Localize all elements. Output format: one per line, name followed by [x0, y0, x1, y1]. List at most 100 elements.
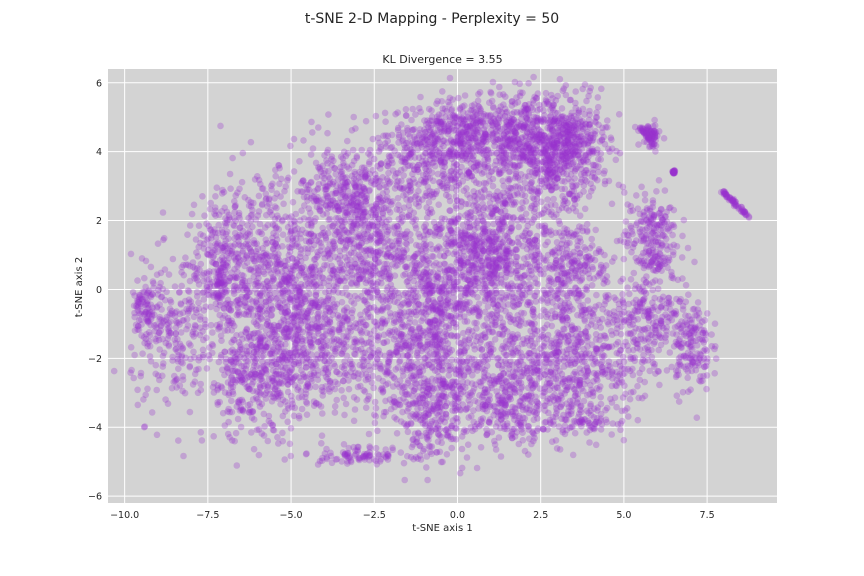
scatter-point — [530, 113, 538, 121]
scatter-point — [495, 144, 503, 152]
scatter-point — [238, 178, 246, 186]
scatter-point — [292, 210, 300, 218]
scatter-point — [329, 267, 337, 274]
scatter-point — [447, 146, 455, 154]
scatter-point — [501, 156, 509, 163]
scatter-point — [406, 271, 414, 279]
scatter-point — [399, 136, 407, 143]
scatter-point — [443, 139, 451, 146]
scatter-point — [270, 427, 278, 434]
scatter-point — [552, 201, 559, 209]
scatter-point — [491, 142, 498, 150]
scatter-point — [589, 184, 597, 192]
scatter-point — [251, 370, 259, 378]
scatter-point — [481, 132, 488, 140]
scatter-point — [481, 129, 489, 136]
scatter-point — [252, 248, 260, 255]
scatter-point — [296, 158, 303, 165]
scatter-point — [470, 113, 477, 120]
scatter-point — [401, 155, 409, 162]
scatter-point — [508, 121, 516, 128]
scatter-point — [460, 137, 468, 145]
scatter-point — [413, 140, 421, 147]
scatter-point — [534, 280, 542, 288]
scatter-point — [520, 147, 527, 155]
scatter-point — [379, 174, 387, 181]
scatter-point — [195, 222, 203, 229]
scatter-point — [570, 150, 577, 158]
scatter-point — [304, 249, 312, 257]
scatter-point — [553, 137, 561, 145]
scatter-point — [243, 326, 250, 334]
scatter-point — [404, 162, 412, 170]
scatter-point — [464, 134, 472, 142]
scatter-point — [476, 89, 484, 96]
scatter-point — [480, 147, 487, 155]
scatter-point — [362, 117, 370, 125]
scatter-point — [278, 275, 285, 282]
scatter-point — [581, 152, 589, 159]
scatter-point — [612, 156, 620, 164]
scatter-point — [524, 105, 531, 112]
scatter-point — [470, 124, 477, 131]
scatter-point — [503, 121, 511, 128]
scatter-point — [427, 152, 435, 159]
scatter-point — [286, 440, 294, 448]
scatter-point — [234, 302, 241, 309]
scatter-point — [433, 100, 440, 107]
scatter-point — [541, 183, 549, 191]
scatter-point — [440, 120, 448, 127]
scatter-point — [221, 312, 228, 319]
scatter-point — [430, 177, 437, 185]
scatter-point — [255, 192, 263, 200]
scatter-point — [435, 152, 443, 160]
scatter-point — [450, 150, 457, 158]
scatter-point — [274, 434, 281, 441]
scatter-point — [525, 80, 532, 87]
scatter-point — [446, 94, 454, 102]
scatter-point — [344, 187, 352, 195]
scatter-point — [453, 205, 460, 212]
scatter-point — [489, 213, 497, 220]
scatter-point — [392, 110, 399, 118]
scatter-point — [385, 169, 392, 177]
scatter-point — [381, 109, 389, 117]
scatter-point — [422, 136, 429, 143]
scatter-point — [468, 173, 476, 180]
scatter-point — [210, 433, 217, 440]
scatter-point — [546, 126, 554, 133]
scatter-point — [361, 194, 368, 201]
scatter-point — [480, 137, 488, 145]
scatter-point — [348, 172, 356, 180]
scatter-point — [496, 142, 504, 150]
scatter-point — [257, 347, 265, 354]
scatter-point — [372, 112, 380, 120]
scatter-point — [409, 162, 416, 169]
scatter-point — [542, 241, 549, 249]
scatter-point — [532, 200, 540, 208]
scatter-point — [481, 130, 489, 138]
scatter-point — [522, 101, 529, 109]
scatter-point — [591, 175, 599, 182]
scatter-point — [314, 193, 321, 201]
scatter-point — [350, 113, 358, 121]
scatter-point — [491, 161, 499, 169]
scatter-point — [550, 144, 558, 151]
scatter-point — [519, 199, 526, 206]
scatter-point — [233, 274, 240, 282]
scatter-point — [226, 274, 234, 281]
scatter-point — [445, 120, 453, 128]
scatter-point — [517, 171, 525, 178]
scatter-point — [561, 185, 569, 193]
scatter-point — [576, 212, 584, 219]
scatter-point — [470, 164, 478, 171]
scatter-point — [348, 274, 356, 282]
scatter-point — [287, 265, 294, 273]
scatter-point — [480, 179, 488, 187]
scatter-point — [226, 170, 234, 178]
scatter-point — [458, 151, 465, 158]
scatter-point — [271, 195, 278, 202]
scatter-point — [244, 230, 252, 237]
scatter-point — [588, 235, 595, 243]
scatter-point — [399, 129, 407, 137]
